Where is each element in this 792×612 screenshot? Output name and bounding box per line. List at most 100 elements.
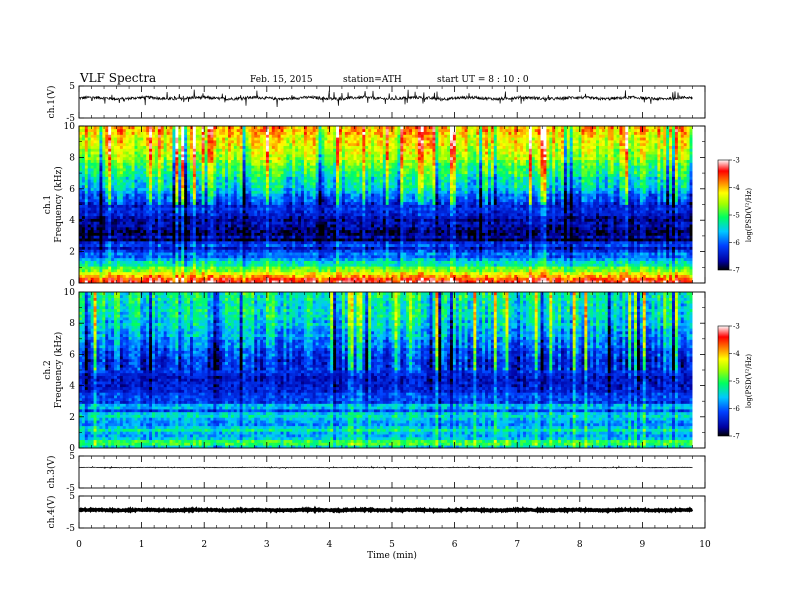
spectrogram-cell xyxy=(263,280,267,284)
spectrogram-cell xyxy=(289,266,293,270)
spectrogram-cell xyxy=(213,207,217,211)
spectrogram-cell xyxy=(239,193,243,197)
spectrogram-cell xyxy=(242,168,246,172)
spectrogram-cell xyxy=(242,271,246,275)
spectrogram-cell xyxy=(330,184,334,189)
spectrogram-cell xyxy=(90,187,95,191)
spectrogram-cell xyxy=(315,224,319,228)
spectrogram-cell xyxy=(146,257,150,261)
spectrogram-cell xyxy=(216,154,220,158)
spectrogram-cell xyxy=(251,260,255,264)
spectrogram-cell xyxy=(122,218,127,222)
spectrogram-cell xyxy=(289,232,293,236)
spectrogram-cell xyxy=(277,235,281,239)
spectrogram-cell xyxy=(102,263,106,267)
spectrogram-cell xyxy=(280,140,284,144)
spectrogram-cell xyxy=(321,162,325,166)
spectrogram-cell xyxy=(96,182,100,186)
spectrogram-cell xyxy=(181,210,185,214)
spectrogram-cell xyxy=(169,218,173,222)
spectrogram-cell xyxy=(79,142,83,147)
spectrogram-cell xyxy=(274,263,279,267)
spectrogram-cell xyxy=(119,187,124,191)
spectrogram-cell xyxy=(254,182,258,186)
spectrogram-cell xyxy=(245,159,249,163)
spectrogram-cell xyxy=(330,268,334,273)
spectrogram-cell xyxy=(96,126,100,130)
spectrogram-cell xyxy=(152,145,156,149)
spectrogram-cell xyxy=(242,274,246,278)
spectrogram-cell xyxy=(309,162,314,166)
spectrogram-cell xyxy=(140,263,144,267)
spectrogram-cell xyxy=(93,190,97,194)
spectrogram-cell xyxy=(271,131,276,135)
spectrogram-cell xyxy=(301,145,305,149)
spectrogram-cell xyxy=(131,226,135,231)
spectrogram-cell xyxy=(87,207,92,211)
spectrogram-cell xyxy=(219,229,223,233)
spectrogram-cell xyxy=(274,198,279,203)
spectrogram-cell xyxy=(263,148,267,152)
spectrogram-cell xyxy=(96,151,100,155)
spectrogram-cell xyxy=(274,221,279,225)
spectrogram-cell xyxy=(90,268,95,273)
spectrogram-cell xyxy=(131,165,135,169)
spectrogram-cell xyxy=(268,277,273,281)
spectrogram-cell xyxy=(292,159,296,163)
spectrogram-cell xyxy=(312,212,317,217)
spectrogram-cell xyxy=(271,154,276,158)
spectrogram-cell xyxy=(195,221,200,225)
spectrogram-cell xyxy=(277,212,281,217)
spectrogram-cell xyxy=(99,215,103,219)
spectrogram-cell xyxy=(257,221,261,225)
spectrogram-cell xyxy=(248,249,252,253)
spectrogram-cell xyxy=(251,145,255,149)
spectrogram-cell xyxy=(295,207,299,211)
spectrogram-cell xyxy=(207,266,211,270)
spectrogram-cell xyxy=(207,257,211,261)
spectrogram-cell xyxy=(114,271,118,275)
spectrogram-cell xyxy=(125,246,130,250)
spectrogram-cell xyxy=(108,280,112,284)
spectrogram-cell xyxy=(90,142,95,147)
spectrogram-cell xyxy=(309,226,314,231)
spectrogram-cell xyxy=(251,229,255,233)
spectrogram-cell xyxy=(327,229,331,233)
spectrogram-cell xyxy=(169,165,173,169)
spectrogram-cell xyxy=(295,232,299,236)
spectrogram-cell xyxy=(134,184,138,189)
spectrogram-cell xyxy=(254,126,258,130)
spectrogram-cell xyxy=(195,154,200,158)
spectrogram-cell xyxy=(263,156,267,161)
spectrogram-cell xyxy=(131,271,135,275)
spectrogram-cell xyxy=(230,151,235,155)
spectrogram-cell xyxy=(90,257,95,261)
spectrogram-cell xyxy=(289,252,293,256)
spectrogram-cell xyxy=(160,179,165,183)
spectrogram-cell xyxy=(248,274,252,278)
spectrogram-cell xyxy=(81,198,86,203)
spectrogram-cell xyxy=(166,176,170,180)
spectrogram-cell xyxy=(79,182,83,186)
spectrogram-cell xyxy=(111,226,115,231)
spectrogram-cell xyxy=(143,224,147,228)
spectrogram-cell xyxy=(81,252,86,256)
spectrogram-cell xyxy=(102,218,106,222)
spectrogram-cell xyxy=(146,238,150,242)
spectrogram-cell xyxy=(131,235,135,239)
spectrogram-cell xyxy=(140,193,144,197)
spectrogram-cell xyxy=(187,235,191,239)
spectrogram-cell xyxy=(160,260,165,264)
spectrogram-cell xyxy=(210,277,214,281)
spectrogram-cell xyxy=(198,210,203,214)
spectrogram-cell xyxy=(207,128,211,132)
spectrogram-cell xyxy=(312,254,317,259)
spectrogram-cell xyxy=(263,266,267,270)
spectrogram-cell xyxy=(283,274,287,278)
spectrogram-cell xyxy=(236,280,241,284)
spectrogram-cell xyxy=(230,134,235,138)
spectrogram-cell xyxy=(306,148,311,152)
spectrogram-cell xyxy=(321,140,325,144)
spectrogram-cell xyxy=(239,243,243,247)
spectrogram-cell xyxy=(146,277,150,281)
